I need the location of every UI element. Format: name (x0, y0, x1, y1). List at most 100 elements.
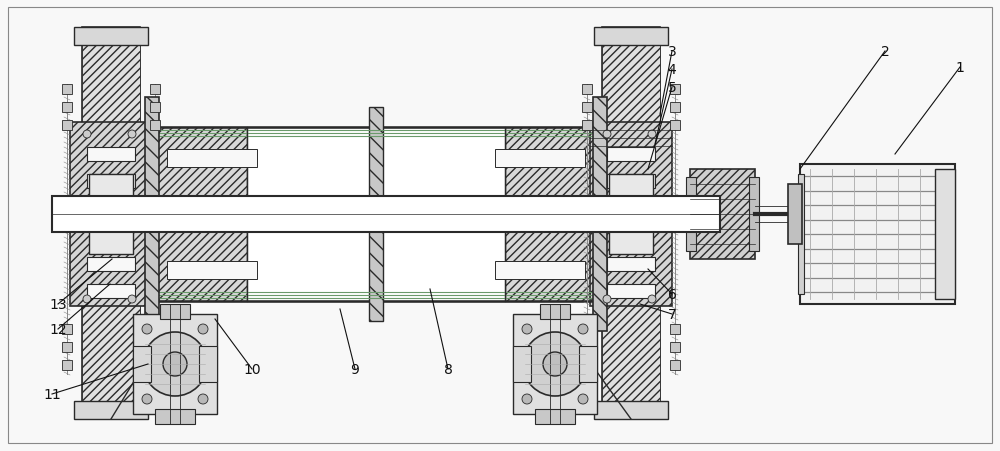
Bar (590, 123, 672, 306)
Bar (87, 175, 135, 189)
Bar (62, 324, 72, 334)
Bar (594, 28, 668, 46)
Text: 9: 9 (351, 362, 359, 376)
Bar (62, 85, 72, 95)
Bar (670, 103, 680, 113)
Bar (247, 128, 505, 301)
Bar (602, 28, 660, 419)
Bar (788, 184, 802, 244)
Circle shape (198, 324, 208, 334)
Bar (749, 178, 759, 252)
Bar (607, 147, 655, 161)
Circle shape (163, 352, 187, 376)
Circle shape (578, 324, 588, 334)
Text: 11: 11 (43, 387, 61, 401)
Bar (495, 150, 585, 168)
Circle shape (523, 332, 587, 396)
Circle shape (142, 394, 152, 404)
Circle shape (142, 324, 152, 334)
Bar (800, 165, 955, 304)
Circle shape (578, 394, 588, 404)
Text: 6: 6 (668, 287, 676, 301)
Bar (582, 342, 592, 352)
Bar (609, 175, 653, 254)
Text: 12: 12 (49, 322, 67, 336)
Bar (369, 108, 383, 321)
Bar (505, 128, 600, 301)
Circle shape (522, 324, 532, 334)
Text: 8: 8 (444, 362, 452, 376)
Bar (62, 121, 72, 131)
Bar (582, 85, 592, 95)
Bar (82, 28, 140, 419)
Circle shape (648, 131, 656, 139)
Bar (150, 324, 160, 334)
Bar (62, 342, 72, 352)
Bar (62, 103, 72, 113)
Bar (579, 346, 597, 382)
Bar (935, 170, 955, 299)
Bar (133, 314, 217, 414)
Bar (150, 85, 160, 95)
Bar (167, 150, 257, 168)
Text: 2: 2 (881, 45, 889, 59)
Bar (602, 301, 660, 401)
Circle shape (603, 131, 611, 139)
Circle shape (603, 295, 611, 304)
Bar (70, 123, 152, 306)
Bar (89, 175, 133, 254)
Bar (582, 360, 592, 370)
Bar (607, 258, 655, 272)
Bar (670, 360, 680, 370)
Bar (593, 98, 607, 331)
Bar (199, 346, 217, 382)
Bar (74, 401, 148, 419)
Bar (513, 346, 531, 382)
Bar (62, 360, 72, 370)
Bar (594, 401, 668, 419)
Bar (150, 121, 160, 131)
Text: 5: 5 (668, 81, 676, 95)
Bar (582, 121, 592, 131)
Bar (607, 285, 655, 299)
Circle shape (143, 332, 207, 396)
Bar (170, 304, 180, 424)
Circle shape (83, 131, 91, 139)
Circle shape (128, 131, 136, 139)
Bar (87, 147, 135, 161)
Bar (145, 98, 159, 331)
Bar (87, 285, 135, 299)
Text: 3: 3 (668, 45, 676, 59)
Bar (602, 46, 660, 146)
Bar (160, 304, 190, 319)
Bar (582, 103, 592, 113)
Text: 10: 10 (243, 362, 261, 376)
Bar (607, 175, 655, 189)
Bar (133, 346, 151, 382)
Circle shape (83, 295, 91, 304)
Bar (670, 85, 680, 95)
Bar (150, 103, 160, 113)
Text: 1: 1 (956, 61, 964, 75)
Circle shape (522, 394, 532, 404)
Bar (582, 324, 592, 334)
Circle shape (648, 295, 656, 304)
Text: 7: 7 (668, 307, 676, 321)
Bar (670, 121, 680, 131)
Bar (152, 128, 600, 301)
Bar (540, 304, 570, 319)
Circle shape (128, 295, 136, 304)
Bar (670, 324, 680, 334)
Bar (513, 314, 597, 414)
Bar (152, 128, 247, 301)
Bar (87, 258, 135, 272)
Bar (550, 304, 560, 424)
Bar (495, 262, 585, 279)
Bar (535, 409, 575, 424)
Bar (150, 342, 160, 352)
Text: 4: 4 (668, 63, 676, 77)
Bar (155, 409, 195, 424)
Bar (82, 301, 140, 401)
Bar (798, 175, 804, 295)
Bar (690, 170, 755, 259)
